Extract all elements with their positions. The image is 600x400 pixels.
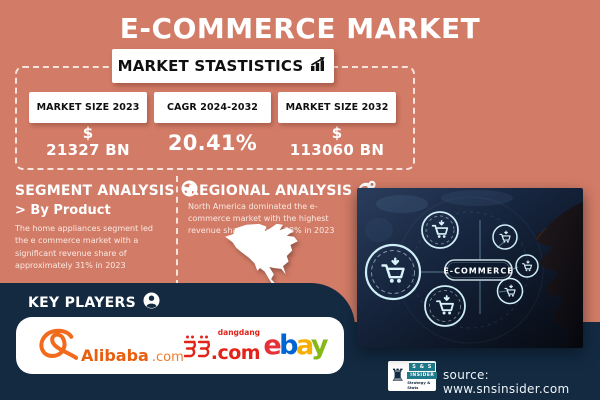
ebay-logo: ebay — [263, 330, 329, 361]
sns-logo-ss: S & S — [409, 362, 436, 371]
page-title: E-COMMERCE MARKET — [119, 12, 481, 45]
ebay-letter: e — [263, 330, 281, 361]
stat-label: CAGR 2024-2032 — [154, 92, 271, 123]
stat-market-size-2032: MARKET SIZE 2032 $ 113060 BN — [278, 92, 396, 159]
stat-label: MARKET SIZE 2023 — [29, 92, 147, 123]
alibaba-logo-suffix: .com — [151, 350, 184, 365]
stat-cagr: CAGR 2024-2032 20.41% — [154, 92, 271, 155]
stat-label: MARKET SIZE 2032 — [278, 92, 396, 123]
growth-chart-icon — [310, 56, 328, 76]
ecommerce-photo: E-COMMERCE — [357, 188, 583, 348]
sns-logo-tagline: Strategy & Stats — [407, 379, 431, 390]
market-statistics-label: MARKET STASTISTICS — [117, 57, 304, 75]
stat-value: 113060 BN — [289, 140, 385, 159]
dangdang-logo-label: dangdang — [217, 327, 261, 337]
regional-analysis-header: REGIONAL ANALYSIS — [188, 180, 377, 202]
person-icon — [143, 292, 160, 313]
dangdang-logo: dangdang .com — [183, 327, 264, 365]
sns-logo-insider: INSIDER — [407, 371, 438, 379]
photo-ecommerce-caption: E-COMMERCE — [443, 267, 513, 276]
segment-by-product-label: > By Product — [15, 203, 111, 218]
ebay-letter: b — [279, 330, 298, 361]
section-divider — [176, 176, 178, 286]
alibaba-logo-mark — [34, 327, 79, 364]
market-statistics-header: MARKET STASTISTICS — [112, 49, 334, 83]
key-players-header: KEY PLAYERS — [28, 292, 160, 313]
source-link[interactable]: source: www.snsinsider.com — [443, 368, 570, 396]
globe-icon — [181, 180, 198, 201]
dangdang-logo-mark — [183, 334, 211, 363]
key-players-title: KEY PLAYERS — [28, 294, 136, 311]
stat-value: 20.41% — [167, 131, 258, 155]
segment-analysis-header: SEGMENT ANALYSIS — [15, 180, 198, 201]
ebay-letter: a — [296, 330, 313, 361]
segment-analysis-title: SEGMENT ANALYSIS — [15, 182, 175, 199]
key-players-logo-box: Alibaba .com dangdang .com — [16, 317, 344, 374]
stat-currency: $ — [82, 124, 94, 142]
north-america-map — [212, 222, 310, 290]
segment-analysis-text: The home appliances segment led the e co… — [15, 224, 154, 271]
dangdang-logo-suffix: .com — [210, 342, 261, 365]
regional-analysis-title: REGIONAL ANALYSIS — [188, 183, 353, 199]
alibaba-logo-text: Alibaba — [81, 346, 149, 365]
stat-currency: $ — [331, 124, 343, 142]
stat-value: 21327 BN — [46, 140, 130, 159]
alibaba-logo: Alibaba .com — [34, 327, 184, 364]
stat-market-size-2023: MARKET SIZE 2023 $ 21327 BN — [29, 92, 147, 159]
sns-insider-logo: ♜ S & S INSIDER Strategy & Stats — [388, 361, 438, 391]
ebay-letter: y — [310, 330, 329, 361]
chess-rook-icon: ♜ — [390, 365, 406, 386]
